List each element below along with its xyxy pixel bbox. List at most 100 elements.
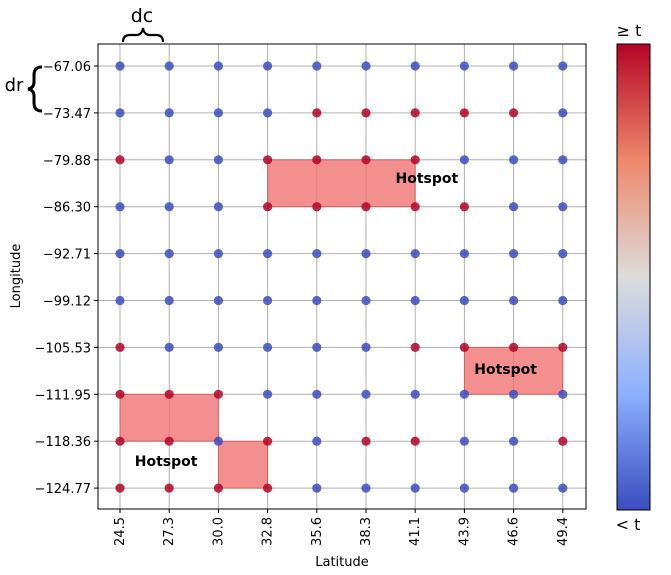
data-point-low [508, 202, 519, 212]
data-point-low [558, 61, 568, 71]
data-point-high [508, 108, 519, 118]
data-point-low [312, 61, 322, 71]
data-point-high [410, 155, 420, 165]
x-tick-label: 30.0 [211, 517, 226, 546]
data-point-low [459, 249, 469, 259]
data-point-low [213, 436, 223, 446]
data-point-low [263, 108, 273, 118]
colorbar-top-label: ≥ t [617, 21, 642, 40]
y-tick-label: −124.77 [35, 482, 91, 497]
data-point-low [558, 295, 568, 306]
hotspot-region-1 [267, 159, 416, 208]
data-point-low [361, 295, 371, 306]
data-point-high [115, 342, 125, 352]
x-tick-label: 24.5 [113, 517, 128, 546]
data-point-low [263, 61, 273, 71]
data-point-low [164, 295, 174, 306]
data-point-low [115, 249, 125, 259]
data-point-low [508, 389, 519, 399]
data-point-low [558, 202, 568, 212]
data-point-low [164, 342, 174, 352]
x-tick-label: 35.6 [310, 517, 325, 546]
colorbar [616, 43, 651, 511]
data-point-high [410, 436, 420, 446]
data-point-high [312, 108, 322, 118]
data-point-low [558, 155, 568, 165]
y-tick-label: −86.30 [43, 201, 91, 216]
y-tick-label: −118.36 [35, 435, 91, 450]
data-point-low [410, 389, 420, 399]
data-point-low [312, 483, 322, 493]
data-point-high [312, 155, 322, 165]
data-point-high [263, 155, 273, 165]
x-tick-label: 46.6 [507, 517, 522, 546]
data-point-low [361, 61, 371, 71]
data-point-low [164, 155, 174, 165]
data-point-high [361, 436, 371, 446]
x-tick-label: 38.3 [359, 517, 374, 546]
data-point-low [459, 389, 469, 399]
data-point-high [361, 155, 371, 165]
data-point-high [459, 108, 469, 118]
data-point-high [115, 389, 125, 399]
data-point-low [508, 61, 519, 71]
data-point-low [213, 61, 223, 71]
data-point-low [312, 249, 322, 259]
y-tick-label: −111.95 [35, 388, 91, 403]
data-point-low [558, 108, 568, 118]
data-point-high [312, 202, 322, 212]
data-point-low [213, 342, 223, 352]
data-point-low [508, 483, 519, 493]
data-point-low [263, 389, 273, 399]
x-tick-labels: 24.5 27.3 30.0 32.8 35.6 38.3 41.1 43.9 46.6 49.4 [113, 509, 571, 546]
y-tick-label: −79.88 [43, 154, 91, 169]
x-tick-label: 43.9 [457, 517, 472, 546]
data-point-low [558, 483, 568, 493]
data-point-low [164, 202, 174, 212]
data-point-high [410, 342, 420, 352]
data-point-low [213, 155, 223, 165]
data-point-low [213, 249, 223, 259]
x-tick-label: 32.8 [261, 517, 276, 546]
y-tick-label: −73.47 [43, 107, 91, 122]
data-point-low [263, 249, 273, 259]
data-point-high [459, 342, 469, 352]
data-point-low [361, 249, 371, 259]
data-point-low [410, 295, 420, 306]
row-spacing-label: dr [5, 75, 24, 96]
data-point-low [558, 249, 568, 259]
data-point-high [115, 483, 125, 493]
data-point-low [115, 108, 125, 118]
data-point-low [213, 295, 223, 306]
plot-frame [97, 43, 587, 510]
data-point-high [213, 483, 223, 493]
data-point-high [558, 342, 568, 352]
hotspot-label-2: Hotspot [474, 362, 537, 378]
x-tick-label: 49.4 [556, 517, 571, 546]
data-point-high [213, 389, 223, 399]
data-point-low [508, 155, 519, 165]
hotspot-region-3 [119, 393, 219, 442]
y-tick-label: −99.12 [43, 295, 91, 310]
data-point-low [312, 295, 322, 306]
data-point-low [263, 342, 273, 352]
data-point-high [263, 202, 273, 212]
data-point-low [508, 249, 519, 259]
y-tick-labels: −67.06 −73.47 −79.88 −86.30 −92.71 −99.12 −105… [35, 60, 98, 497]
hotspot-label-3: Hotspot [135, 454, 198, 470]
data-point-high [410, 202, 420, 212]
data-point-low [361, 389, 371, 399]
data-point-low [213, 202, 223, 212]
data-point-high [361, 202, 371, 212]
hotspot-region-2 [463, 346, 564, 395]
data-point-high [115, 436, 125, 446]
col-spacing-label: dc [131, 5, 154, 27]
hotspot-label-1: Hotspot [396, 171, 459, 187]
data-point-low [459, 61, 469, 71]
data-point-high [410, 108, 420, 118]
x-tick-label: 27.3 [162, 517, 177, 546]
data-point-high [164, 483, 174, 493]
data-point-low [361, 342, 371, 352]
data-point-low [459, 436, 469, 446]
